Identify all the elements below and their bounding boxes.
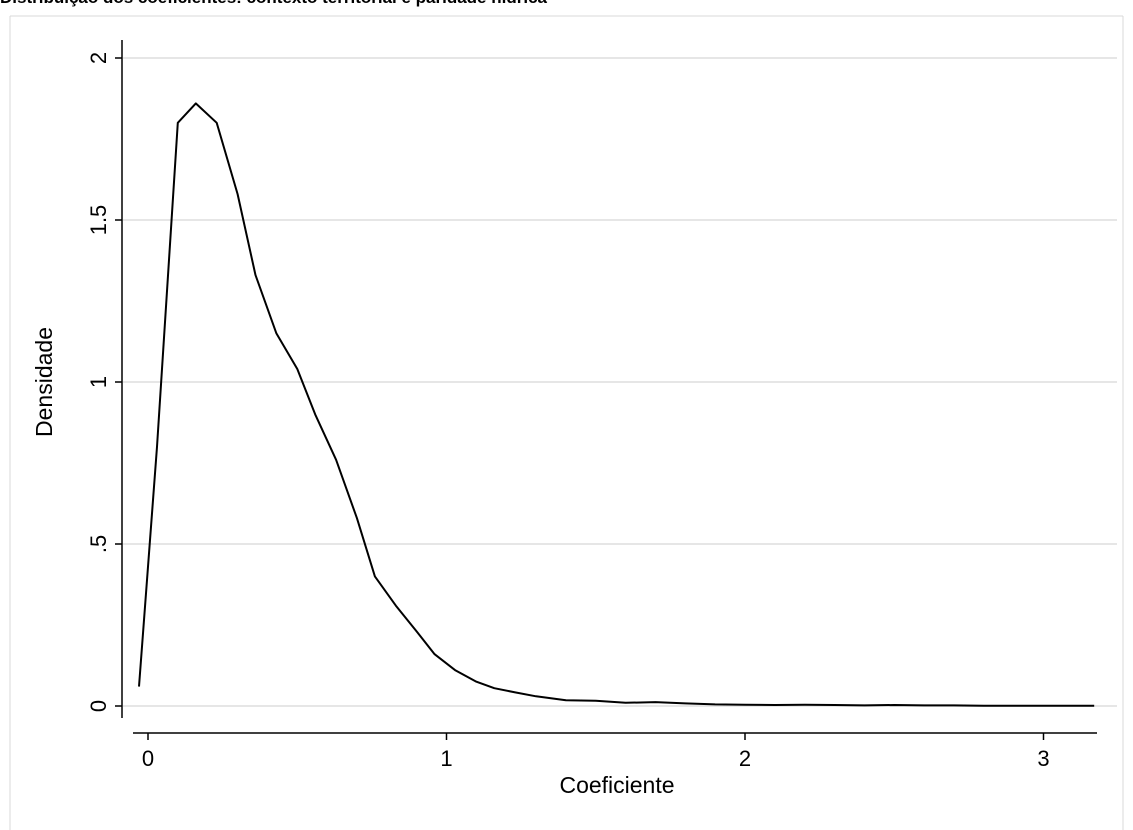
x-axis-label: Coeficiente <box>559 772 674 798</box>
y-tick-label-3: 1.5 <box>86 205 111 236</box>
x-tick-label-0: 0 <box>142 746 154 771</box>
y-tick-label-2: 1 <box>86 376 111 388</box>
y-axis-label: Densidade <box>31 327 57 437</box>
chart-title: Distribuição dos coeficientes: contexto … <box>0 0 547 8</box>
x-tick-label-3: 3 <box>1037 746 1049 771</box>
y-tick-label-0: 0 <box>86 700 111 712</box>
y-tick-label-1: .5 <box>86 535 111 553</box>
density-line <box>138 102 1095 707</box>
x-tick-label-1: 1 <box>440 746 452 771</box>
y-tick-label-4: 2 <box>86 52 111 64</box>
x-tick-label-2: 2 <box>739 746 751 771</box>
